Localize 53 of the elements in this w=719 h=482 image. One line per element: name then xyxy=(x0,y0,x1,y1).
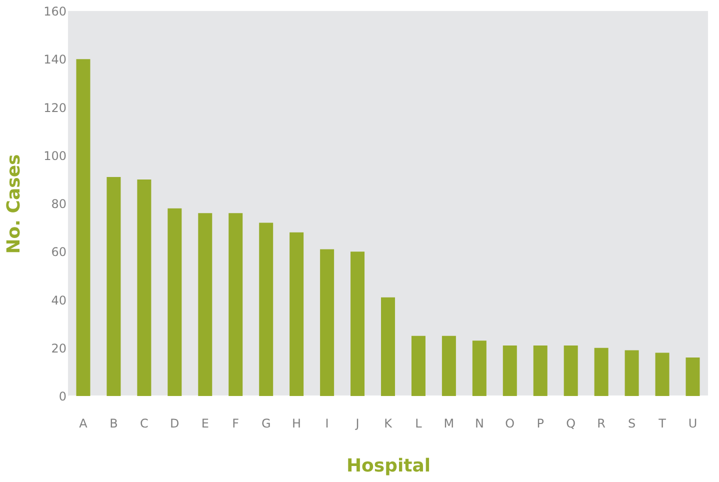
bar xyxy=(411,336,426,396)
y-tick-label: 40 xyxy=(51,293,66,308)
bar xyxy=(624,350,639,396)
x-tick-label: I xyxy=(325,416,329,430)
x-tick-label: G xyxy=(261,416,271,430)
y-tick-label: 100 xyxy=(44,148,66,163)
bar xyxy=(137,179,152,396)
bar xyxy=(442,336,456,396)
x-tick-label: C xyxy=(140,416,148,430)
x-tick-label: A xyxy=(79,416,88,430)
x-tick-label: T xyxy=(658,416,667,430)
x-tick-label: M xyxy=(444,416,454,430)
bar xyxy=(259,222,274,396)
bar xyxy=(381,297,395,396)
bar xyxy=(198,213,212,396)
x-tick-label: P xyxy=(536,416,544,430)
x-tick-label: K xyxy=(384,416,394,430)
x-tick-label: O xyxy=(505,416,515,430)
bar xyxy=(472,340,486,396)
bar xyxy=(564,345,578,396)
x-tick-label: F xyxy=(232,416,240,430)
x-tick-label: D xyxy=(170,416,180,430)
bar xyxy=(320,249,334,396)
bar xyxy=(106,177,121,396)
y-tick-label: 20 xyxy=(51,341,66,356)
x-tick-label: S xyxy=(628,416,636,430)
bar xyxy=(686,358,700,396)
bar xyxy=(350,252,365,396)
bar xyxy=(655,352,670,396)
x-tick-label: E xyxy=(201,416,209,430)
bar xyxy=(290,232,304,396)
bar xyxy=(228,213,243,396)
bar xyxy=(594,348,608,396)
x-tick-label: J xyxy=(354,416,360,430)
x-tick-label: R xyxy=(597,416,606,430)
y-axis-title: No. Cases xyxy=(4,154,25,254)
x-tick-label: N xyxy=(474,416,484,430)
x-tick-label: L xyxy=(415,416,422,430)
x-tick-label: B xyxy=(110,416,118,430)
x-tick-label: Q xyxy=(566,416,576,430)
y-tick-label: 120 xyxy=(44,100,66,115)
bar xyxy=(76,59,90,396)
y-tick-label: 60 xyxy=(51,245,66,260)
x-axis-title: Hospital xyxy=(346,456,431,476)
y-tick-label: 160 xyxy=(44,4,66,18)
bar xyxy=(533,345,548,396)
y-tick-label: 140 xyxy=(44,52,66,67)
bar xyxy=(168,208,182,396)
x-tick-label: H xyxy=(292,416,302,430)
y-tick-label: 0 xyxy=(58,390,66,404)
bar xyxy=(502,345,517,396)
x-tick-label: U xyxy=(688,416,698,430)
y-tick-label: 80 xyxy=(51,197,66,211)
